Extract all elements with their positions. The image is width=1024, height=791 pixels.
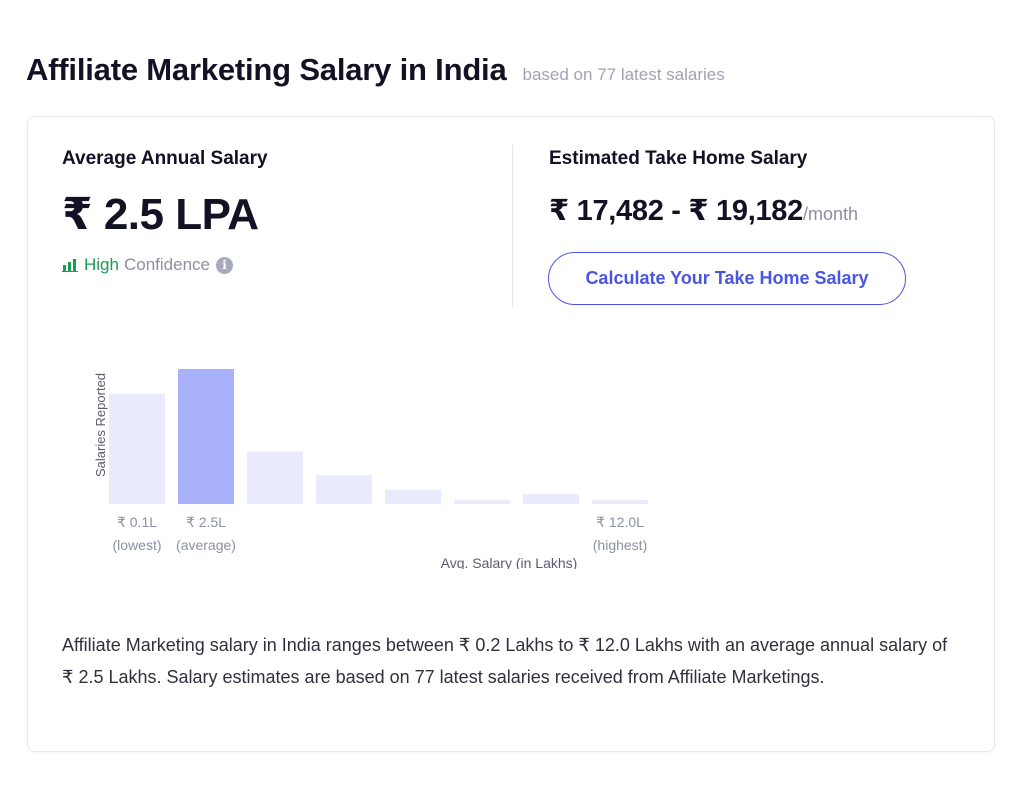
page-subtitle: based on 77 latest salaries [522, 65, 725, 84]
tick-note: (average) [176, 537, 236, 553]
tick-note: (highest) [593, 537, 647, 553]
salary-distribution-chart: Salaries Reported ₹ 0.1L (lowest) ₹ 2.5L (av… [93, 369, 648, 569]
average-salary-value: ₹ 2.5 LPA [62, 190, 259, 239]
chart-bar[interactable] [385, 489, 441, 504]
vertical-divider [512, 145, 513, 307]
take-home-unit: /month [802, 204, 858, 224]
chart-bar[interactable] [454, 500, 510, 504]
chart-bar[interactable] [592, 500, 648, 504]
take-home-label: Estimated Take Home Salary [549, 148, 808, 169]
page-title: Affiliate Marketing Salary in India [26, 52, 507, 87]
take-home-range: ₹ 17,482 - ₹ 19,182 [549, 195, 803, 227]
tick-label: ₹ 2.5L [186, 514, 226, 530]
confidence-label: Confidence [123, 255, 210, 274]
tick-note: (lowest) [112, 537, 161, 553]
bar-chart-icon [62, 259, 78, 272]
tick-label: ₹ 0.1L [117, 514, 157, 530]
chart-bar[interactable] [178, 369, 234, 504]
tick-label: ₹ 12.0L [596, 514, 644, 530]
confidence-indicator: High Confidence i [62, 255, 233, 275]
chart-bar[interactable] [109, 393, 165, 504]
salary-description: Affiliate Marketing salary in India rang… [62, 635, 948, 687]
page-header: Affiliate Marketing Salary in India base… [26, 52, 725, 88]
average-salary-label: Average Annual Salary [62, 148, 268, 169]
take-home-value: ₹ 17,482 - ₹ 19,182/month [549, 193, 858, 228]
x-axis-label: Avg. Salary (in Lakhs) [441, 555, 578, 569]
calculate-take-home-button[interactable]: Calculate Your Take Home Salary [548, 252, 906, 305]
salary-card: Average Annual Salary ₹ 2.5 LPA High Con… [27, 116, 995, 752]
chart-bar[interactable] [316, 475, 372, 504]
info-icon[interactable]: i [215, 256, 233, 274]
chart-bar[interactable] [523, 494, 579, 504]
y-axis-label: Salaries Reported [93, 373, 108, 477]
confidence-level: High [84, 255, 119, 274]
chart-bar[interactable] [247, 451, 303, 504]
